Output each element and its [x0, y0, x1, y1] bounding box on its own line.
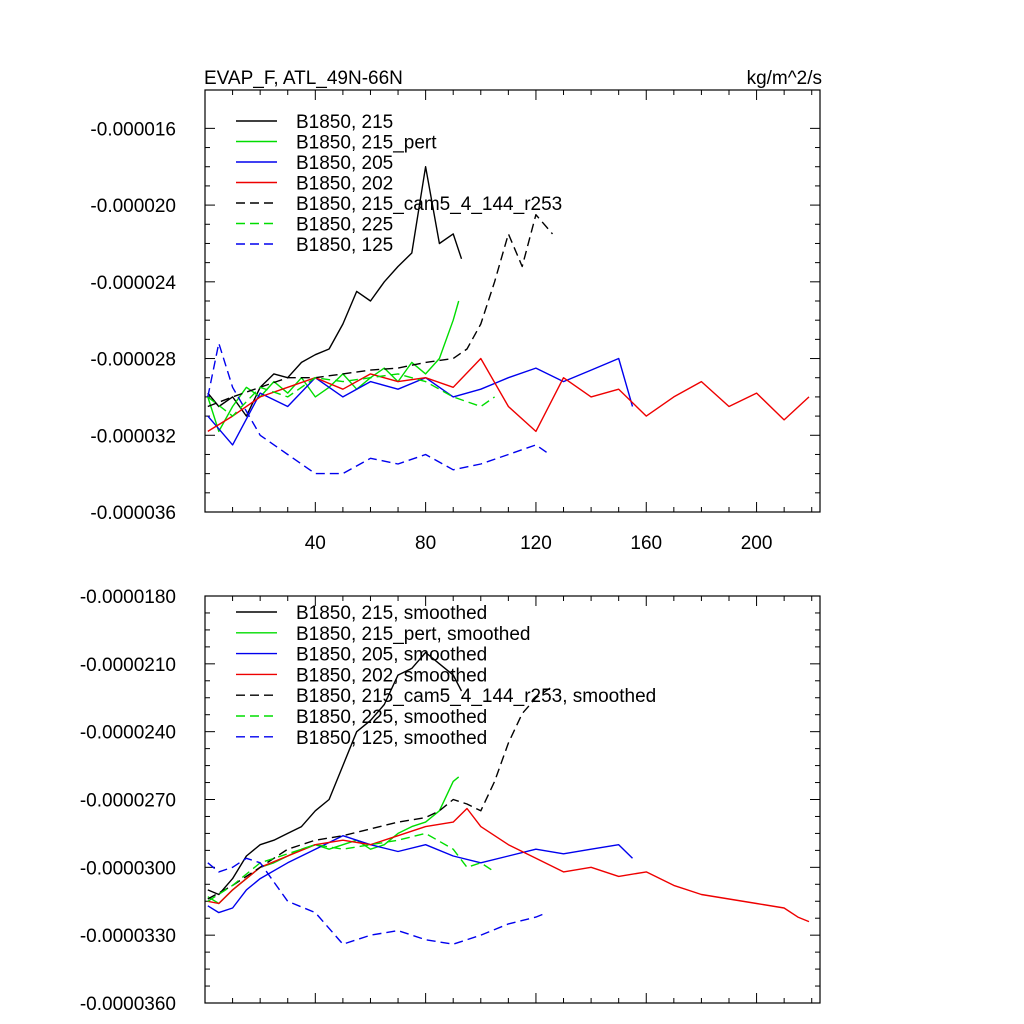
- series-line-b1850-215-cam5-4-144-r253-smoothed: [207, 685, 553, 900]
- y-tick-label: -0.0000210: [80, 655, 176, 676]
- series-line-b1850-125-smoothed: [207, 857, 548, 945]
- series-line-b1850-225-smoothed: [207, 832, 495, 902]
- x-tick-label: 40: [305, 533, 326, 554]
- legend-label: B1850, 215_cam5_4_144_r253, smoothed: [296, 686, 656, 707]
- legend-label: B1850, 215_pert, smoothed: [296, 624, 531, 645]
- legend-label: B1850, 202, smoothed: [296, 665, 487, 686]
- y-tick-label: -0.0000360: [80, 994, 176, 1015]
- series-line-b1850-205-smoothed: [207, 835, 633, 914]
- y-tick-label: -0.0000330: [80, 926, 176, 947]
- series-line-b1850-215-pert: [207, 300, 460, 433]
- x-tick-label: 120: [520, 533, 552, 554]
- legend-label: B1850, 215: [296, 112, 393, 133]
- y-tick-label: -0.000036: [90, 503, 176, 524]
- x-tick-label: 200: [741, 533, 773, 554]
- series-line-b1850-215: [207, 165, 463, 417]
- series-line-b1850-215-smoothed: [207, 651, 463, 896]
- legend-label: B1850, 215_cam5_4_144_r253: [296, 194, 562, 215]
- legend-label: B1850, 225, smoothed: [296, 707, 487, 728]
- y-tick-label: -0.000028: [90, 350, 176, 371]
- y-tick-label: -0.000024: [90, 273, 176, 294]
- legend-label: B1850, 225: [296, 215, 393, 236]
- y-tick-label: -0.0000180: [80, 587, 176, 608]
- y-tick-label: -0.0000240: [80, 723, 176, 744]
- series-group: [207, 165, 810, 475]
- series-line-b1850-205: [207, 357, 634, 446]
- legend-label: B1850, 215_pert: [296, 133, 437, 154]
- y-tick-label: -0.0000300: [80, 858, 176, 879]
- y-tick-label: -0.000032: [90, 426, 176, 447]
- legend-label: B1850, 215, smoothed: [296, 603, 487, 624]
- y-tick-label: -0.000020: [90, 196, 176, 217]
- x-tick-label: 80: [415, 533, 436, 554]
- figure-title-left: EVAP_F, ATL_49N-66N: [204, 68, 403, 89]
- y-tick-label: -0.000016: [90, 119, 176, 140]
- legend-label: B1850, 125: [296, 235, 393, 256]
- series-line-b1850-225: [207, 373, 495, 417]
- legend-label: B1850, 205: [296, 153, 393, 174]
- series-line-b1850-125: [207, 342, 551, 475]
- series-group: [207, 651, 810, 945]
- figure-title-right: kg/m^2/s: [747, 68, 822, 89]
- y-tick-label: -0.0000270: [80, 791, 176, 812]
- legend-label: B1850, 205, smoothed: [296, 645, 487, 666]
- series-line-b1850-202: [207, 357, 810, 433]
- top-panel: 40 80 120 160 200 -0.000016 -0.000020 -0.000024…: [90, 89, 821, 554]
- legend-label: B1850, 202: [296, 174, 393, 195]
- series-line-b1850-202-smoothed: [207, 807, 810, 923]
- series-line-b1850-215-cam5-4-144-r253: [207, 213, 554, 408]
- legend-label: B1850, 125, smoothed: [296, 728, 487, 749]
- x-tick-label: 160: [630, 533, 662, 554]
- bottom-panel: -0.0000180 -0.0000210 -0.0000240 -0.0000270…: [80, 587, 821, 1015]
